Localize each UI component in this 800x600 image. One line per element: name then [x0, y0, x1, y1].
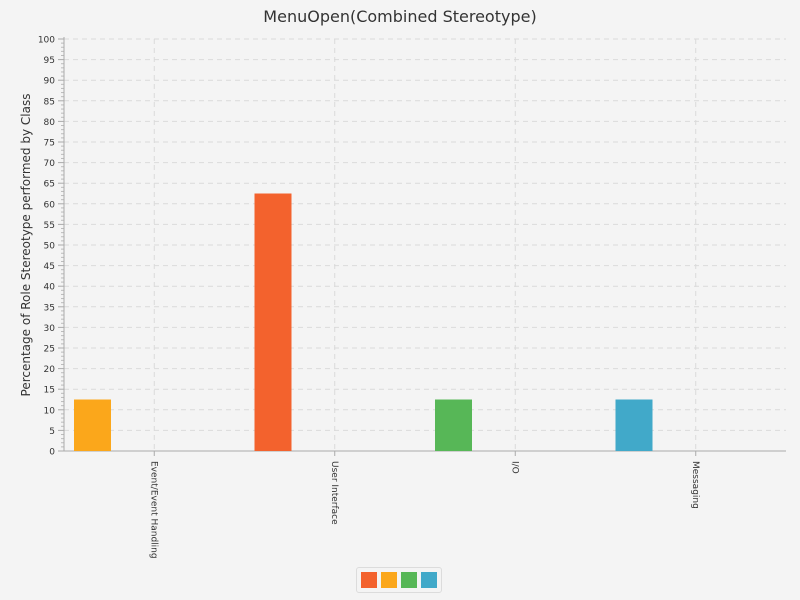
- bar: [74, 399, 111, 451]
- y-tick-label: 30: [44, 324, 56, 334]
- y-tick-label: 35: [44, 303, 55, 313]
- y-tick-label: 55: [44, 221, 55, 231]
- legend-swatch: [421, 572, 437, 588]
- legend-swatch: [361, 572, 377, 588]
- legend-swatch: [381, 572, 397, 588]
- legend-swatch: [401, 572, 417, 588]
- x-tick-label: Event/Event Handling: [148, 461, 158, 559]
- chart-legend: [356, 567, 442, 593]
- y-tick-label: 60: [44, 200, 56, 210]
- y-tick-label: 20: [44, 365, 56, 375]
- y-tick-label: 45: [44, 262, 55, 272]
- y-tick-label: 90: [44, 77, 56, 87]
- y-tick-label: 100: [38, 36, 55, 46]
- y-tick-label: 10: [44, 406, 56, 416]
- bar: [254, 193, 292, 451]
- x-tick-label: I/O: [509, 461, 519, 474]
- x-tick-label: Messaging: [690, 461, 700, 509]
- bar: [615, 399, 653, 451]
- y-tick-label: 65: [44, 180, 55, 190]
- y-tick-label: 40: [44, 283, 56, 293]
- y-tick-label: 0: [49, 448, 55, 458]
- chart-title: MenuOpen(Combined Stereotype): [263, 7, 537, 26]
- y-tick-label: 80: [44, 118, 56, 128]
- y-tick-label: 50: [44, 242, 56, 252]
- y-tick-label: 85: [44, 97, 55, 107]
- y-tick-label: 75: [44, 139, 55, 149]
- y-tick-label: 95: [44, 56, 55, 66]
- y-tick-label: 15: [44, 386, 55, 396]
- y-tick-label: 25: [44, 345, 55, 355]
- x-tick-label: User Interface: [329, 461, 339, 525]
- y-tick-label: 70: [44, 159, 56, 169]
- grid-lines: [64, 38, 786, 451]
- y-tick-label: 5: [49, 427, 55, 437]
- y-axis-label: Percentage of Role Stereotype performed …: [19, 94, 33, 397]
- bar: [435, 399, 472, 451]
